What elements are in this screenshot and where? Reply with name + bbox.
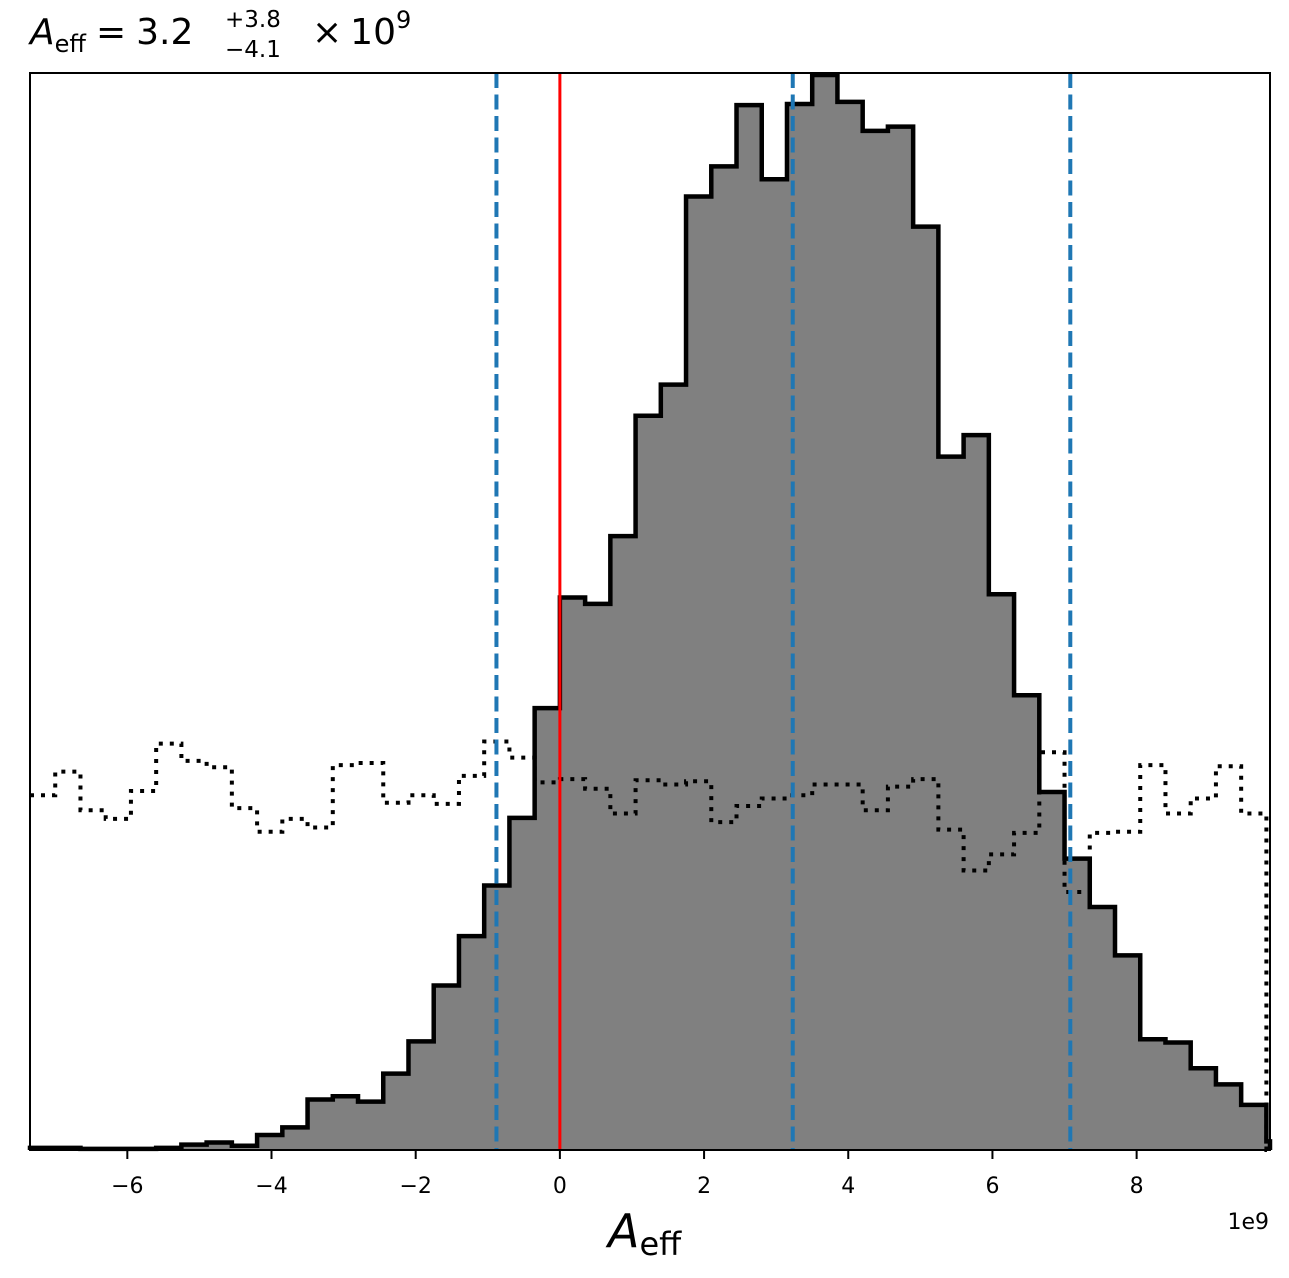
- posterior-bar: [988, 594, 1015, 1150]
- posterior-bar: [1190, 1068, 1217, 1150]
- posterior-bar: [534, 708, 561, 1150]
- title-equals: =: [96, 12, 126, 53]
- posterior-bar: [332, 1096, 359, 1150]
- posterior-bar: [1089, 907, 1116, 1150]
- chart-title: Aeff = 3.2: [28, 12, 193, 58]
- x-tick-label: 0: [553, 1174, 567, 1199]
- posterior-bar: [383, 1073, 409, 1150]
- posterior-bar: [257, 1134, 283, 1150]
- title-upper-error: +3.8: [225, 7, 281, 33]
- posterior-bar: [913, 226, 939, 1150]
- posterior-bar: [1039, 792, 1066, 1150]
- posterior-bar: [1115, 955, 1141, 1150]
- posterior-bar: [1140, 1039, 1166, 1150]
- posterior-bar: [862, 130, 889, 1150]
- posterior-bar: [282, 1127, 309, 1150]
- x-axis: −6 −4 −2 0 2 4 6 8: [111, 1150, 1144, 1199]
- title-base: 10: [350, 12, 396, 53]
- x-tick-label: 6: [985, 1174, 999, 1199]
- title-exponent: 9: [396, 6, 411, 34]
- posterior-bar: [358, 1101, 384, 1150]
- title-symbol: A: [28, 12, 55, 53]
- posterior-bar: [963, 435, 990, 1150]
- posterior-bar: [635, 415, 662, 1150]
- posterior-bar: [711, 166, 738, 1150]
- posterior-bar: [1215, 1084, 1242, 1150]
- posterior-bar: [181, 1144, 208, 1150]
- posterior-bar: [509, 817, 536, 1150]
- title-exponent-part: × 109: [312, 6, 411, 53]
- posterior-bar: [1241, 1104, 1267, 1150]
- title-subscript: eff: [55, 30, 87, 58]
- x-tick-label: 2: [697, 1174, 711, 1199]
- x-tick-label: 4: [841, 1174, 855, 1199]
- posterior-bar: [660, 384, 687, 1151]
- xlabel-subscript: eff: [639, 1225, 682, 1263]
- posterior-bar: [761, 179, 788, 1150]
- posterior-bar: [786, 104, 813, 1150]
- x-offset-text: 1e9: [1227, 1210, 1269, 1235]
- posterior-bar: [837, 101, 864, 1150]
- title-value: 3.2: [136, 12, 193, 53]
- posterior-bar: [307, 1099, 334, 1150]
- title-lower-error: −4.1: [225, 37, 281, 63]
- posterior-bar: [736, 105, 763, 1151]
- x-tick-label: −6: [111, 1174, 143, 1199]
- posterior-bar: [887, 126, 914, 1151]
- plot-frame: [29, 72, 1271, 1151]
- posterior-bar: [458, 936, 485, 1150]
- x-axis-label: Aeff: [605, 1204, 682, 1263]
- plot-area: [27, 72, 1273, 1152]
- xlabel-symbol: A: [605, 1204, 639, 1258]
- posterior-bar: [1014, 695, 1040, 1150]
- x-tick-label: −2: [399, 1174, 431, 1199]
- title-multiplier: ×: [312, 12, 342, 53]
- posterior-bar: [610, 536, 637, 1150]
- posterior-bar: [408, 1041, 435, 1150]
- posterior-bar: [559, 597, 586, 1150]
- x-tick-label: 8: [1130, 1174, 1144, 1199]
- posterior-bar: [1165, 1042, 1192, 1150]
- posterior-bar: [433, 985, 460, 1150]
- x-tick-label: −4: [255, 1174, 287, 1199]
- prior-outline: [30, 739, 1270, 1152]
- posterior-bar: [812, 75, 838, 1150]
- posterior-bar: [938, 456, 965, 1150]
- posterior-bar: [585, 603, 611, 1150]
- posterior-bar: [686, 196, 712, 1151]
- posterior-bar: [206, 1142, 233, 1150]
